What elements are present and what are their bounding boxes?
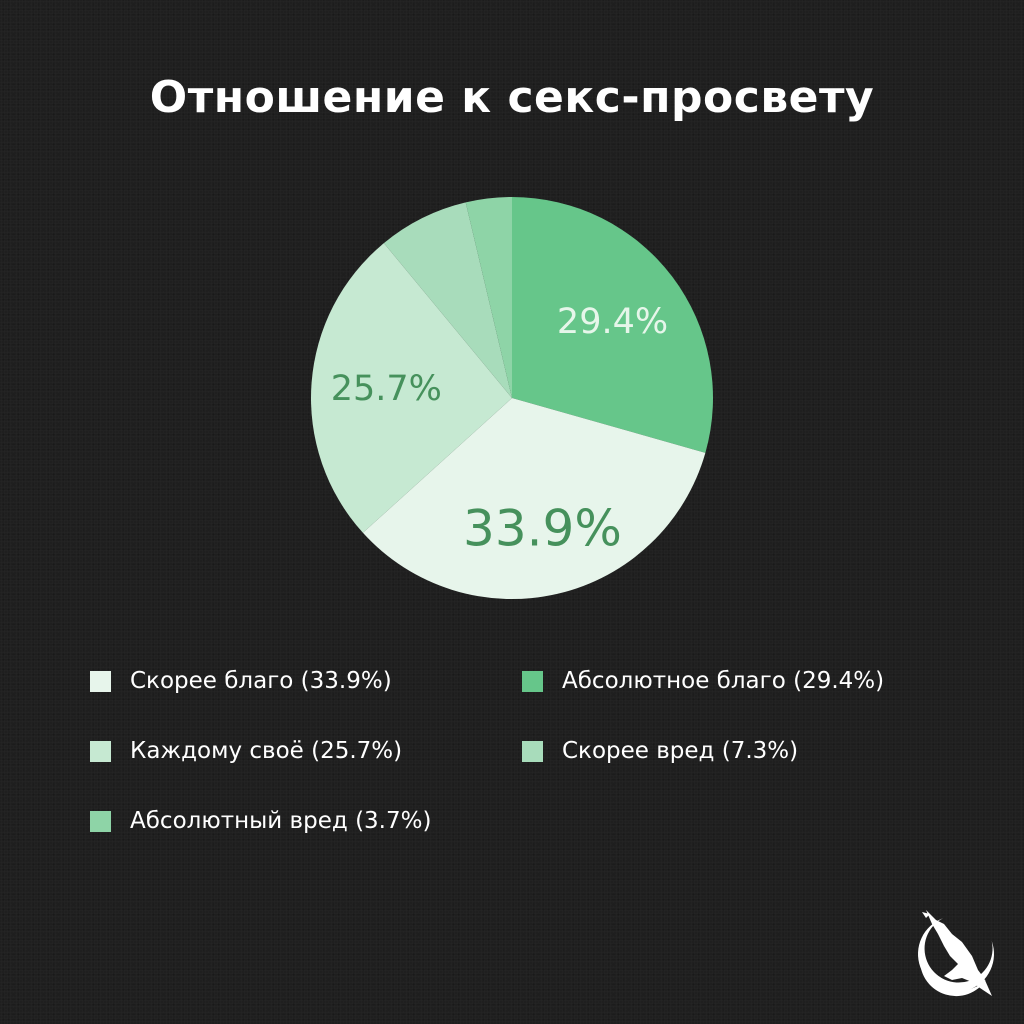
legend-item-absolyutnyy-vred: Абсолютный вред (3.7%) <box>90 808 522 834</box>
legend-item-kazhdomu-svoe: Каждому своё (25.7%) <box>90 738 522 764</box>
eagle-emblem-icon <box>918 910 994 997</box>
pie-slice-0 <box>512 197 713 453</box>
legend-label-kazhdomu-svoe: Каждому своё (25.7%) <box>130 738 403 764</box>
legend-item-skoree-vred: Скорее вред (7.3%) <box>522 738 942 764</box>
legend-swatch-skoree-vred <box>522 740 543 762</box>
slice-value-label-2: 25.7% <box>331 369 442 409</box>
pie-slice-2 <box>311 243 512 533</box>
legend-swatch-absolyutnyy-vred <box>90 810 111 832</box>
pie-slice-3 <box>383 202 512 398</box>
legend-swatch-kazhdomu-svoe <box>90 740 111 762</box>
legend-label-skoree-vred: Скорее вред (7.3%) <box>562 738 799 764</box>
legend-swatch-absolyutnoe-blago <box>522 670 543 692</box>
legend-swatch-skoree-blago <box>90 670 111 692</box>
legend-item-absolyutnoe-blago: Абсолютное благо (29.4%) <box>522 668 942 694</box>
pie-slice-1 <box>362 398 706 599</box>
pie-slice-4 <box>465 197 512 398</box>
legend-label-skoree-blago: Скорее благо (33.9%) <box>130 668 392 694</box>
legend-label-absolyutnoe-blago: Абсолютное благо (29.4%) <box>562 668 885 694</box>
slice-value-label-1: 33.9% <box>463 499 622 557</box>
legend: Скорее благо (33.9%) Абсолютное благо (2… <box>90 668 950 834</box>
chart-title: Отношение к секс-просвету <box>149 72 875 123</box>
slice-value-label-0: 29.4% <box>557 302 668 342</box>
legend-item-skoree-blago: Скорее благо (33.9%) <box>90 668 522 694</box>
legend-label-absolyutnyy-vred: Абсолютный вред (3.7%) <box>130 808 432 834</box>
